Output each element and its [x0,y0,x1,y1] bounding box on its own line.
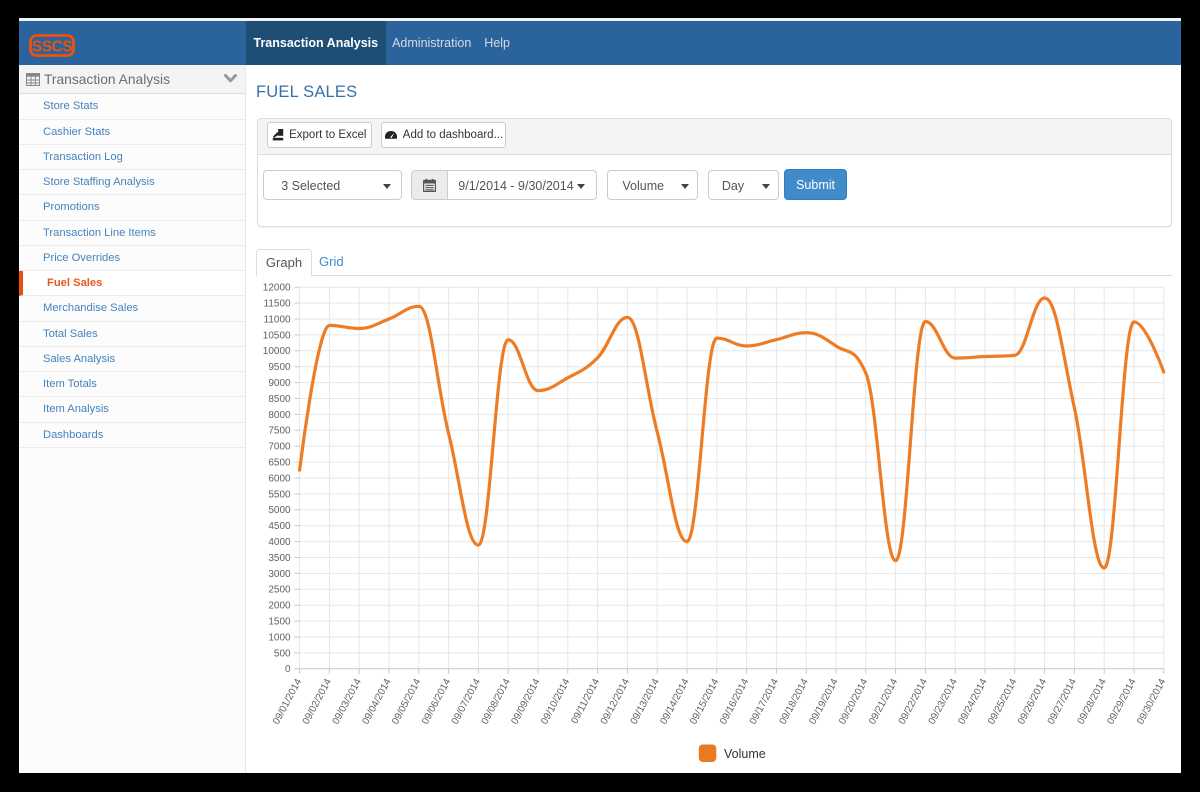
svg-text:09/30/2014: 09/30/2014 [1135,677,1168,727]
svg-text:09/11/2014: 09/11/2014 [569,677,602,726]
svg-text:10500: 10500 [263,330,291,341]
svg-text:1500: 1500 [268,617,291,628]
svg-text:09/13/2014: 09/13/2014 [629,677,662,727]
svg-text:09/01/2014: 09/01/2014 [271,677,304,727]
svg-text:09/22/2014: 09/22/2014 [897,677,930,727]
svg-text:09/12/2014: 09/12/2014 [599,677,632,727]
svg-text:5000: 5000 [268,505,291,516]
svg-text:09/17/2014: 09/17/2014 [748,677,781,727]
svg-text:09/06/2014: 09/06/2014 [420,677,453,727]
svg-text:9500: 9500 [268,362,291,373]
svg-text:09/18/2014: 09/18/2014 [778,677,811,727]
svg-text:5500: 5500 [268,489,291,500]
svg-text:09/04/2014: 09/04/2014 [360,677,393,727]
svg-text:09/23/2014: 09/23/2014 [927,677,960,727]
svg-text:7500: 7500 [268,426,291,437]
svg-text:09/20/2014: 09/20/2014 [837,677,870,727]
svg-text:3000: 3000 [268,569,291,580]
svg-text:09/26/2014: 09/26/2014 [1016,677,1049,727]
svg-text:09/24/2014: 09/24/2014 [956,677,989,727]
svg-text:2500: 2500 [268,585,291,596]
svg-text:09/29/2014: 09/29/2014 [1105,677,1138,727]
svg-text:9000: 9000 [268,378,291,389]
svg-text:09/28/2014: 09/28/2014 [1076,677,1109,727]
svg-text:09/21/2014: 09/21/2014 [867,677,900,727]
svg-text:4000: 4000 [268,537,291,548]
svg-text:SSCS: SSCS [31,38,71,55]
svg-text:09/27/2014: 09/27/2014 [1046,677,1079,727]
svg-text:09/02/2014: 09/02/2014 [301,677,334,727]
svg-text:4500: 4500 [268,521,291,532]
svg-text:12000: 12000 [263,283,291,294]
svg-text:11500: 11500 [264,299,292,310]
svg-text:09/14/2014: 09/14/2014 [658,677,691,727]
svg-text:2000: 2000 [268,601,291,612]
svg-text:09/15/2014: 09/15/2014 [688,677,721,727]
svg-text:Volume: Volume [724,747,766,761]
svg-text:7000: 7000 [268,442,291,453]
svg-text:8500: 8500 [268,394,291,405]
svg-text:09/03/2014: 09/03/2014 [331,677,364,727]
svg-text:09/05/2014: 09/05/2014 [390,677,423,727]
svg-text:6500: 6500 [268,458,291,469]
svg-text:1000: 1000 [268,632,291,643]
svg-text:6000: 6000 [268,473,291,484]
svg-text:09/25/2014: 09/25/2014 [986,677,1019,727]
svg-text:09/09/2014: 09/09/2014 [509,677,542,727]
svg-text:10000: 10000 [263,346,291,357]
svg-text:11000: 11000 [264,314,292,325]
svg-text:09/19/2014: 09/19/2014 [807,677,840,727]
svg-text:8000: 8000 [268,410,291,421]
svg-text:500: 500 [274,648,291,659]
svg-text:09/07/2014: 09/07/2014 [450,677,483,727]
svg-text:09/16/2014: 09/16/2014 [718,677,751,727]
svg-text:09/10/2014: 09/10/2014 [539,677,572,727]
svg-text:3500: 3500 [268,553,291,564]
svg-text:0: 0 [285,664,291,675]
svg-text:09/08/2014: 09/08/2014 [480,677,513,727]
